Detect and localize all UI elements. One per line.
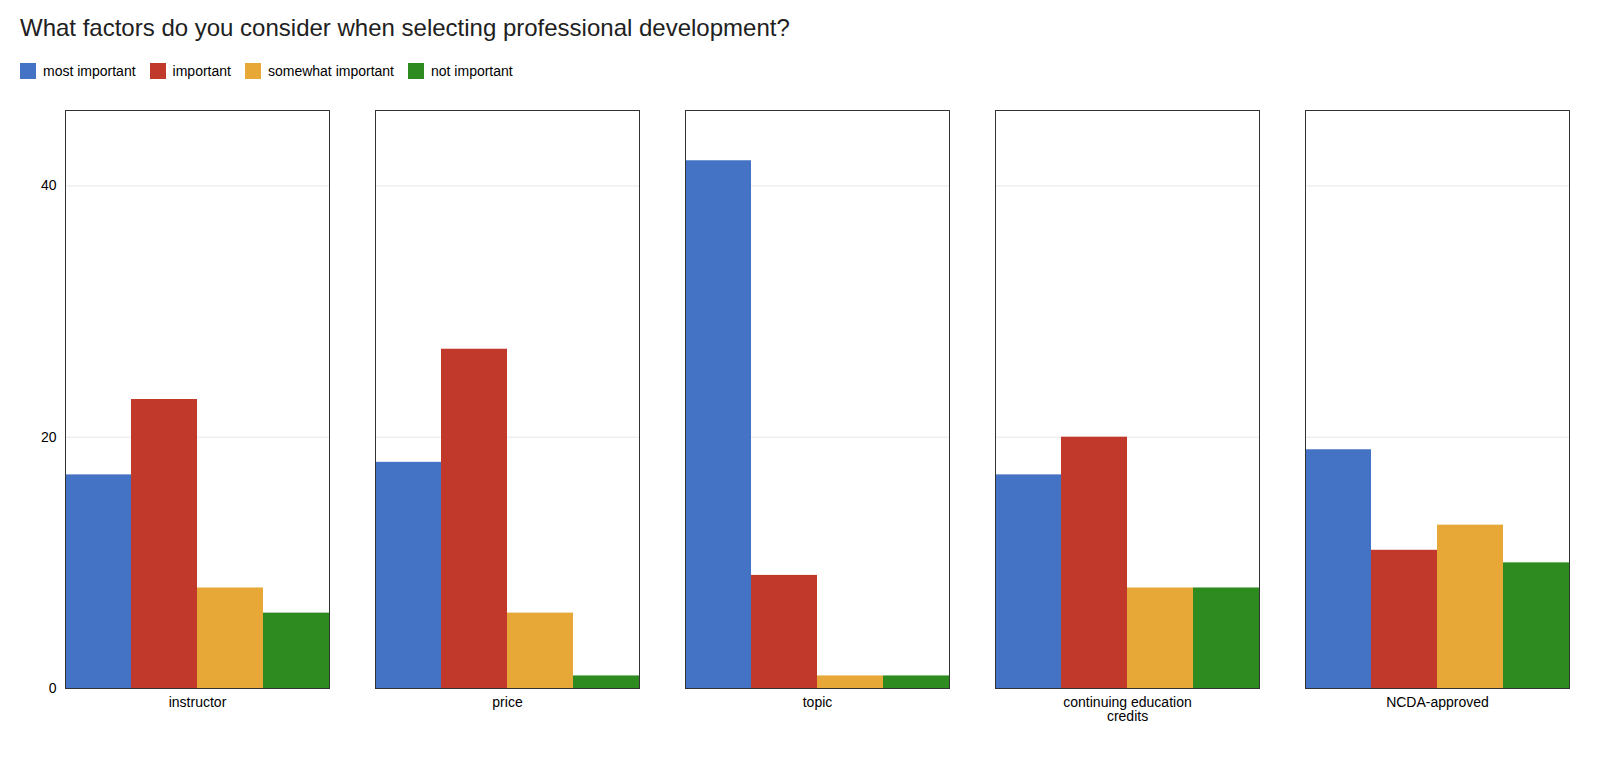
- svg-text:price: price: [492, 694, 523, 710]
- html-text:important: important: [172, 62, 231, 79]
- html-text:most important: most important: [43, 62, 136, 79]
- html-text:somewhat important: somewhat important: [268, 62, 394, 79]
- svg-text:20: 20: [41, 429, 57, 445]
- html-text:What factors do you consider w: What factors do you consider when select…: [20, 14, 790, 41]
- svg-text:topic: topic: [803, 694, 833, 710]
- svg-text:instructor: instructor: [169, 694, 227, 710]
- svg-text:continuing educationcredits: continuing educationcredits: [1063, 694, 1191, 724]
- svg-text:0: 0: [49, 680, 57, 696]
- svg-text:NCDA-approved: NCDA-approved: [1386, 694, 1489, 710]
- html-text:not important: not important: [431, 62, 513, 79]
- svg-text:40: 40: [41, 177, 57, 193]
